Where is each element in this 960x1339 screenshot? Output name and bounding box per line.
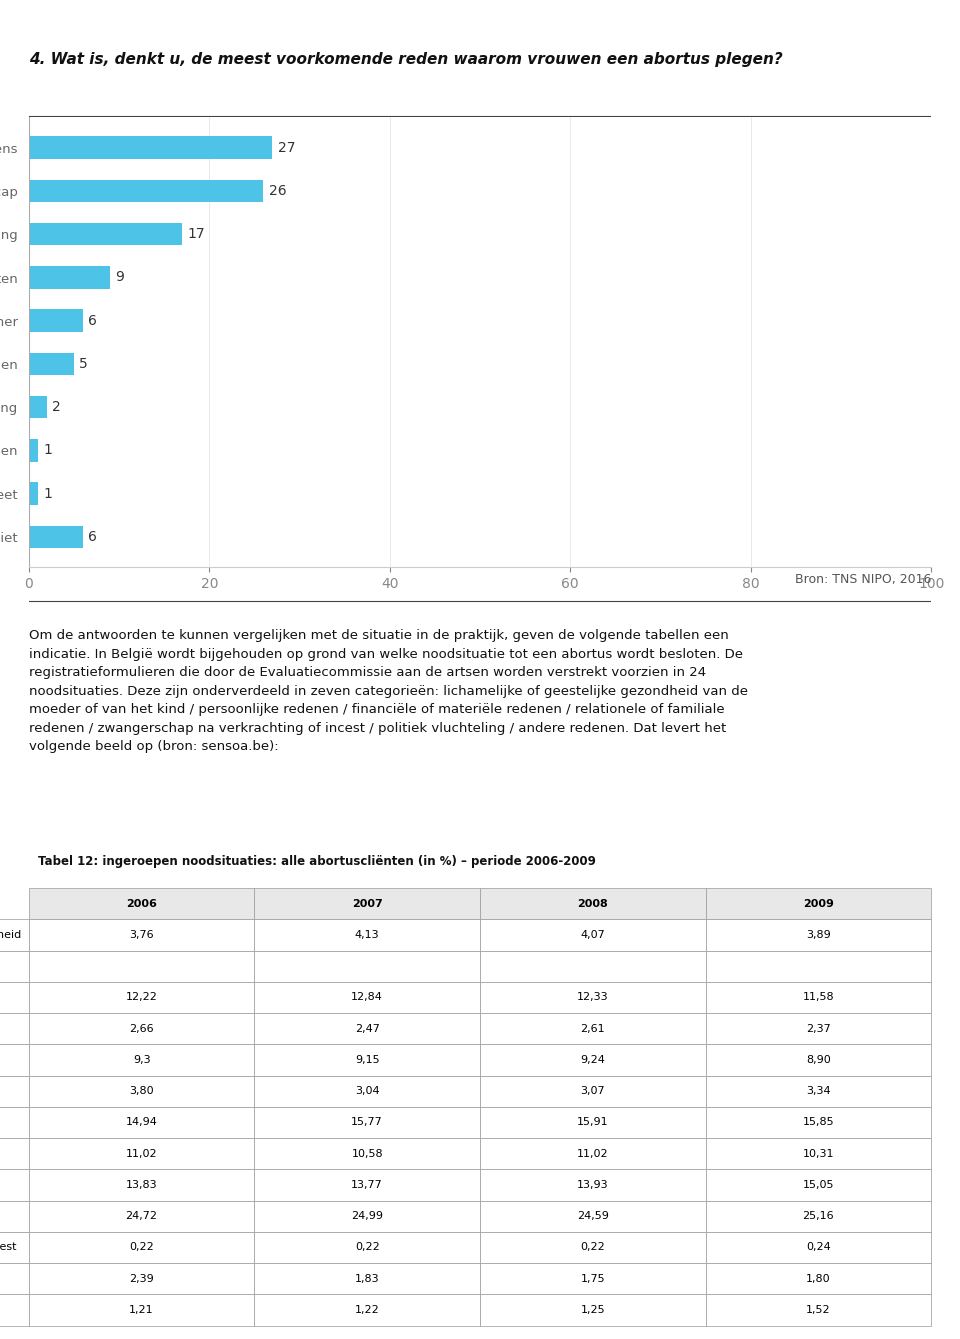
Text: Om de antwoorden te kunnen vergelijken met de situatie in de praktijk, geven de : Om de antwoorden te kunnen vergelijken m… xyxy=(29,629,748,754)
Text: 1: 1 xyxy=(43,443,52,458)
Bar xyxy=(29,439,37,462)
Bar xyxy=(29,396,47,418)
Text: 6: 6 xyxy=(88,530,97,544)
Bar xyxy=(29,179,263,202)
Bar xyxy=(29,352,74,375)
Text: 6: 6 xyxy=(88,313,97,328)
Bar xyxy=(29,137,273,159)
Text: 9: 9 xyxy=(115,270,124,284)
Text: Bron: TNS NIPO, 2016: Bron: TNS NIPO, 2016 xyxy=(795,573,931,586)
Text: 2: 2 xyxy=(52,400,61,414)
Text: 4. Wat is, denkt u, de meest voorkomende reden waarom vrouwen een abortus plegen: 4. Wat is, denkt u, de meest voorkomende… xyxy=(29,52,782,67)
Text: Tabel 12: ingeroepen noodsituaties: alle abortuscliënten (in %) – periode 2006-2: Tabel 12: ingeroepen noodsituaties: alle… xyxy=(37,854,596,868)
Bar xyxy=(29,266,110,289)
Bar xyxy=(29,526,83,548)
Bar xyxy=(29,482,37,505)
Text: 27: 27 xyxy=(277,141,296,154)
Text: 26: 26 xyxy=(269,183,286,198)
Bar xyxy=(29,222,182,245)
Text: 1: 1 xyxy=(43,486,52,501)
Text: 5: 5 xyxy=(80,358,88,371)
Text: 17: 17 xyxy=(187,228,205,241)
Bar xyxy=(29,309,83,332)
